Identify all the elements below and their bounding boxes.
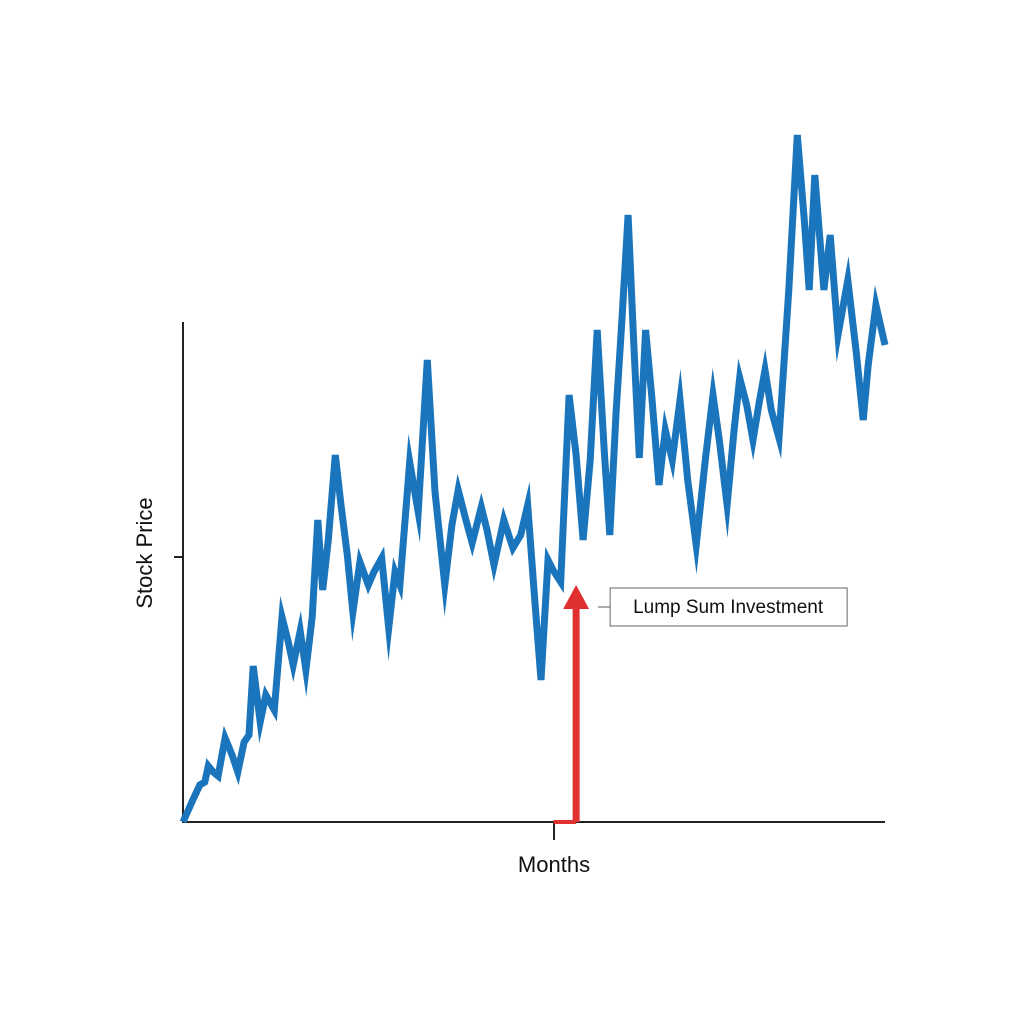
y-axis-label: Stock Price <box>132 497 157 608</box>
annotation-arrowhead <box>563 585 590 609</box>
price-line <box>179 134 889 824</box>
annotation-label: Lump Sum Investment <box>633 597 824 618</box>
x-axis-label: Months <box>518 852 590 877</box>
annotation-box <box>609 587 848 627</box>
